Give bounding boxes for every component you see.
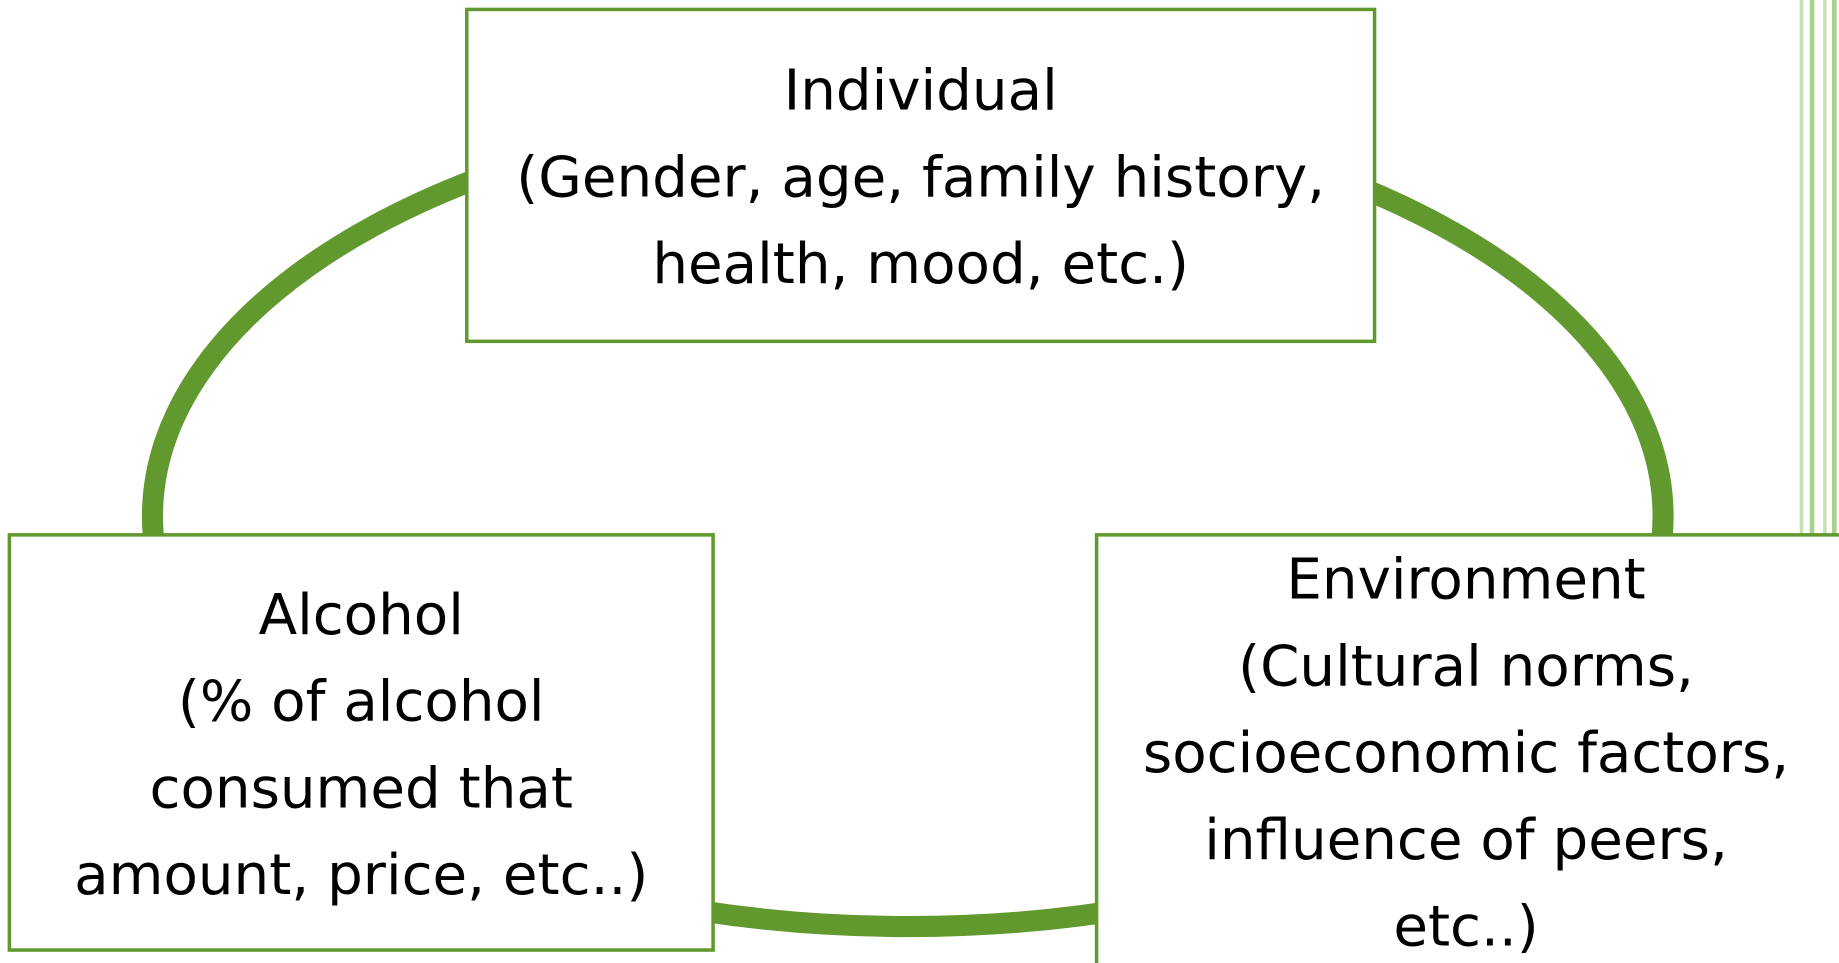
node-title: Individual <box>784 59 1058 124</box>
node-detail: (Gender, age, family history, <box>516 145 1325 210</box>
node-detail: amount, price, etc..) <box>74 843 648 908</box>
node-detail: (% of alcohol <box>178 670 545 735</box>
node-detail: (Cultural norms, <box>1238 634 1694 699</box>
node-title: Environment <box>1286 548 1645 613</box>
node-detail: etc..) <box>1393 895 1538 960</box>
node-detail: socioeconomic factors, <box>1143 721 1789 786</box>
node-detail: influence of peers, <box>1204 808 1728 873</box>
node-detail: consumed that <box>150 756 573 821</box>
side-stripes <box>1799 0 1837 535</box>
node-box <box>465 7 1377 344</box>
node-box <box>7 533 715 952</box>
node-title: Alcohol <box>259 583 464 648</box>
labels: Individual (Gender, age, family history, h… <box>74 59 1789 960</box>
node-detail: health, mood, etc.) <box>652 232 1189 297</box>
node-box <box>1094 533 1839 963</box>
